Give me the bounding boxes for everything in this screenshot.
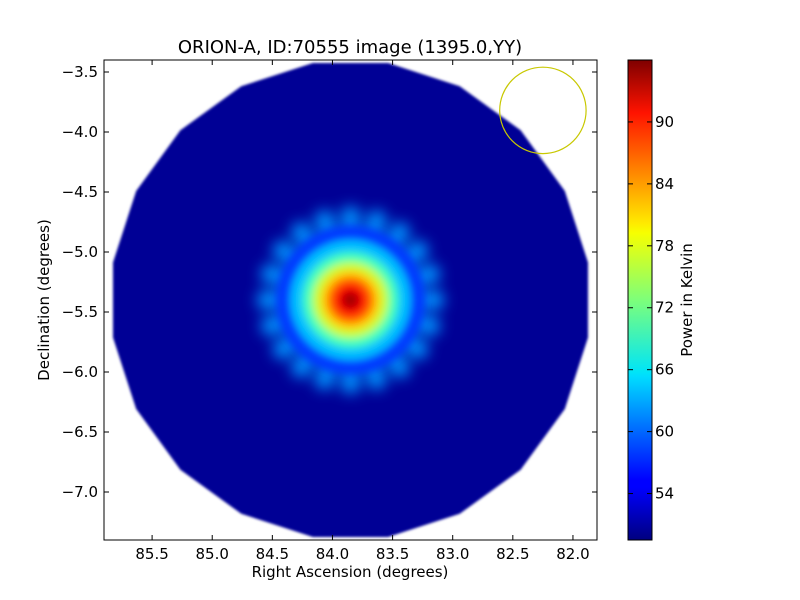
x-axis: 85.5 85.0 84.5 84.0 83.5 83.0 82.5 82.0 bbox=[135, 60, 590, 563]
colorbar-ticks: 54 60 66 72 78 84 90 bbox=[628, 113, 674, 503]
y-tick-label: −3.5 bbox=[62, 63, 98, 81]
x-tick-label: 84.5 bbox=[256, 545, 289, 563]
y-tick-label: −5.0 bbox=[62, 243, 98, 261]
x-tick-label: 82.5 bbox=[496, 545, 529, 563]
colorbar-gradient bbox=[627, 59, 653, 541]
plot-frame bbox=[103, 59, 598, 541]
x-tick-label: 83.5 bbox=[376, 545, 409, 563]
colorbar-tick-label: 90 bbox=[655, 113, 674, 131]
y-tick-label: −4.0 bbox=[62, 123, 98, 141]
x-tick-label: 82.0 bbox=[556, 545, 589, 563]
y-axis: −3.5 −4.0 −4.5 −5.0 −5.5 −6.0 −6.5 −7.0 bbox=[62, 63, 597, 501]
source-contour bbox=[345, 294, 356, 306]
x-tick-label: 85.0 bbox=[196, 545, 229, 563]
x-tick-label: 83.0 bbox=[436, 545, 469, 563]
y-tick-label: −6.0 bbox=[62, 363, 98, 381]
chart-title: ORION-A, ID:70555 image (1395.0,YY) bbox=[178, 37, 522, 58]
colorbar-tick-label: 84 bbox=[655, 175, 674, 193]
y-tick-label: −6.5 bbox=[62, 423, 98, 441]
x-tick-label: 84.0 bbox=[316, 545, 349, 563]
colorbar-tick-label: 66 bbox=[655, 361, 674, 379]
source-emission bbox=[256, 205, 445, 395]
colorbar-tick-label: 72 bbox=[655, 299, 674, 317]
y-tick-label: −7.0 bbox=[62, 483, 98, 501]
colorbar: 54 60 66 72 78 84 90 Power in Kelvin bbox=[627, 59, 696, 541]
source-core bbox=[275, 225, 426, 375]
heatmap-image bbox=[113, 63, 588, 537]
x-axis-label: Right Ascension (degrees) bbox=[252, 563, 449, 581]
colorbar-label: Power in Kelvin bbox=[678, 243, 696, 357]
beam-circle bbox=[499, 66, 587, 155]
y-tick-label: −5.5 bbox=[62, 303, 98, 321]
colorbar-tick-label: 60 bbox=[655, 423, 674, 441]
colorbar-tick-label: 78 bbox=[655, 237, 674, 255]
y-axis-label: Declination (degrees) bbox=[35, 219, 53, 381]
y-tick-label: −4.5 bbox=[62, 183, 98, 201]
x-tick-label: 85.5 bbox=[135, 545, 168, 563]
colorbar-tick-label: 54 bbox=[655, 485, 674, 503]
